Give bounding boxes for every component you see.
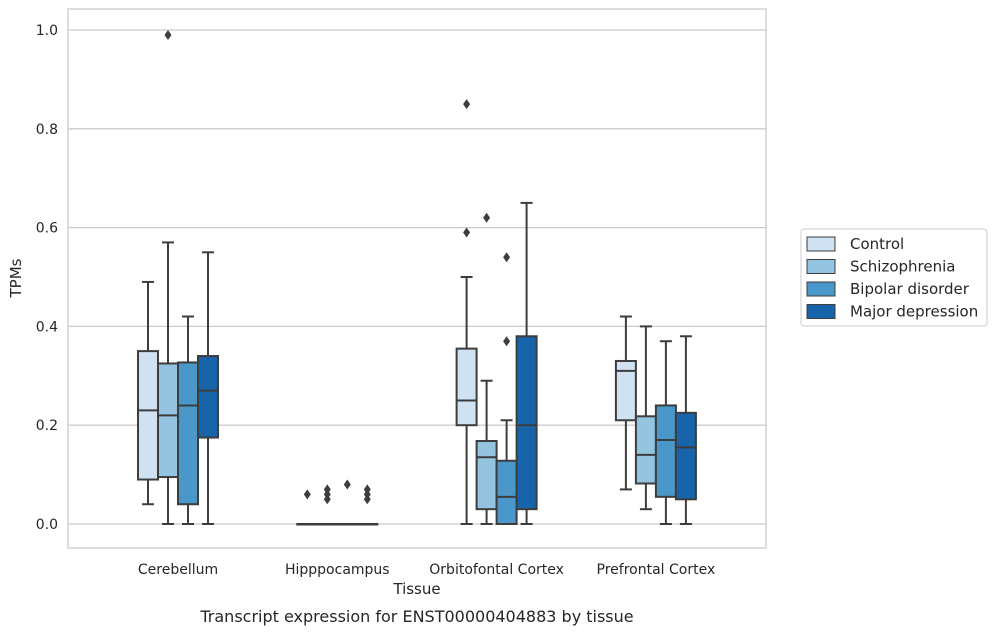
legend-swatch: [806, 304, 836, 319]
box-iqr: [614, 359, 637, 422]
legend-label: Bipolar disorder: [850, 280, 970, 298]
box-iqr: [137, 350, 159, 481]
outlier-point: [164, 29, 172, 40]
y-tick-label: 0.4: [36, 319, 58, 335]
box-iqr: [157, 362, 179, 479]
y-tick-label: 0.8: [36, 122, 58, 138]
y-tick-label: 0.6: [36, 221, 58, 237]
x-tick-labels: Cerebellum Hipppocampus Orbitofontal Corte…: [138, 562, 715, 578]
box-major-depression: [197, 251, 219, 525]
box-iqr: [177, 361, 199, 506]
y-tick-labels: 0.0 0.2 0.4 0.6 0.8 1.0: [36, 23, 58, 533]
y-axis-title: TPMs: [7, 258, 25, 298]
outlier-point: [323, 484, 331, 495]
x-tick-label: Orbitofontal Cortex: [429, 562, 564, 578]
legend-swatch: [806, 236, 836, 252]
chart-caption: Transcript expression for ENST0000040488…: [199, 607, 633, 626]
box-iqr: [634, 415, 657, 485]
outlier-point: [343, 479, 351, 490]
box-control: [455, 99, 478, 525]
y-tick-label: 0.2: [36, 418, 58, 434]
outlier-point: [483, 212, 491, 223]
box-iqr: [455, 347, 478, 427]
box-iqr: [475, 440, 498, 511]
x-tick-label: Cerebellum: [138, 562, 218, 578]
box-major-depression: [674, 335, 697, 525]
box-bipolar-disorder: [654, 340, 677, 525]
legend-swatch: [806, 259, 836, 274]
outlier-point: [503, 336, 511, 347]
outlier-point: [303, 489, 311, 500]
box-schizophrenia: [316, 484, 339, 526]
plot-frame: [67, 8, 767, 549]
legend-label: Control: [850, 235, 904, 253]
box-bipolar-disorder: [177, 315, 199, 525]
boxes: [137, 29, 697, 526]
box-control: [296, 489, 319, 526]
box-iqr: [515, 335, 538, 511]
box-bipolar-disorder: [495, 252, 518, 526]
box-schizophrenia: [157, 29, 179, 525]
legend-frame: [800, 228, 988, 327]
box-iqr: [197, 355, 219, 439]
box-control: [614, 315, 637, 491]
outlier-point: [463, 99, 471, 110]
x-tick-label: Prefrontal Cortex: [597, 562, 716, 578]
legend-label: Major depression: [850, 303, 978, 321]
box-bipolar-disorder: [336, 479, 359, 526]
legend-swatch: [806, 281, 836, 297]
legend-label: Schizophrenia: [850, 258, 955, 276]
box-major-depression: [356, 484, 379, 526]
x-axis-title: Tissue: [392, 580, 440, 598]
box-iqr: [674, 411, 697, 501]
box-iqr: [495, 459, 518, 526]
legend: Control Schizophrenia Bipolar disorder Majo…: [800, 228, 988, 327]
outlier-point: [503, 252, 511, 263]
outlier-point: [363, 484, 371, 495]
box-major-depression: [515, 201, 538, 525]
box-schizophrenia: [634, 325, 657, 511]
box-iqr: [654, 404, 677, 498]
box-control: [137, 280, 159, 506]
y-tick-label: 1.0: [36, 23, 58, 39]
x-tick-label: Hipppocampus: [285, 562, 390, 578]
y-tick-label: 0.0: [36, 517, 58, 533]
box-schizophrenia: [475, 212, 498, 525]
outlier-point: [463, 227, 471, 238]
